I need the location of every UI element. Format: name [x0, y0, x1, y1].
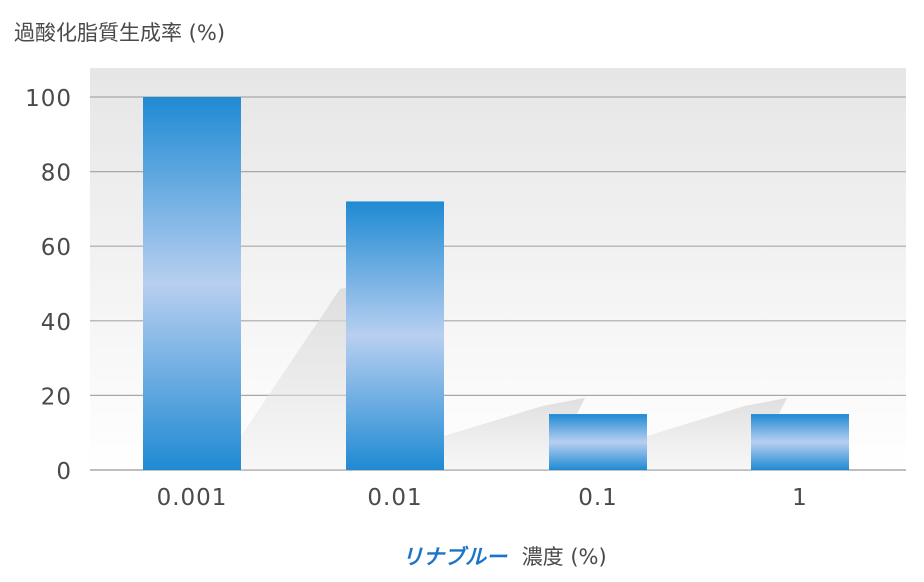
y-axis-title: 過酸化脂質生成率 (%)	[14, 21, 225, 45]
x-tick-labels: 0.001 0.01 0.1 1	[157, 485, 808, 511]
bar	[549, 414, 647, 470]
x-tick-label: 0.01	[367, 485, 422, 511]
brand-logo-text: リナブルー	[402, 545, 508, 569]
x-axis-title: リナブルー 濃度 (%)	[402, 545, 607, 569]
x-tick-label: 0.1	[578, 485, 618, 511]
bar	[751, 414, 849, 470]
bars	[143, 97, 849, 470]
x-tick-label: 0.001	[157, 485, 228, 511]
y-tick-label: 60	[41, 235, 72, 261]
bar	[346, 201, 444, 470]
x-tick-label: 1	[792, 485, 808, 511]
y-tick-label: 20	[41, 384, 72, 410]
y-tick-labels: 0 20 40 60 80 100	[25, 86, 72, 485]
y-tick-label: 80	[41, 161, 72, 187]
bar	[143, 97, 241, 470]
x-axis-title-suffix: 濃度 (%)	[522, 545, 607, 569]
y-tick-label: 100	[25, 86, 72, 112]
y-tick-label: 0	[56, 459, 72, 485]
y-tick-label: 40	[41, 310, 72, 336]
